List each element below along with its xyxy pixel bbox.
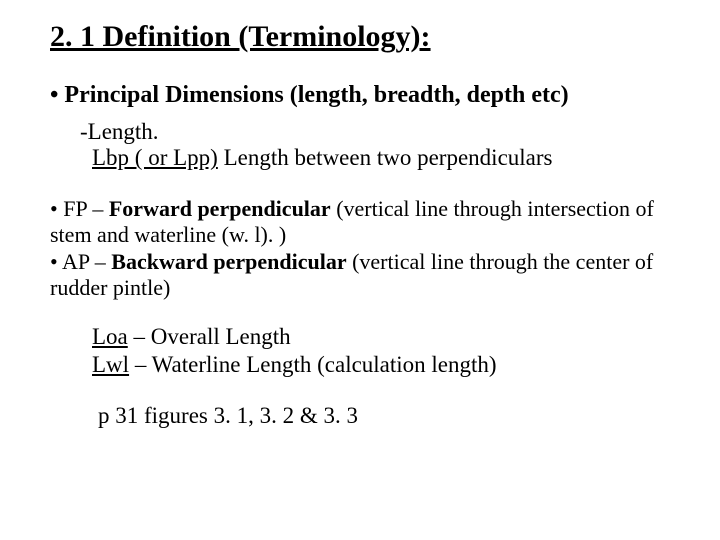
lbp-line: Lbp ( or Lpp) Length between two perpend… (92, 145, 680, 171)
fp-bold: Forward perpendicular (109, 196, 331, 221)
length-label: -Length. (80, 119, 680, 145)
lbp-label: Lbp ( or Lpp) (92, 145, 218, 170)
lwl-desc: – Waterline Length (calculation length) (129, 352, 497, 377)
fp-bullet: • FP – (50, 196, 109, 221)
length-definitions: Loa – Overall Length Lwl – Waterline Len… (92, 323, 680, 378)
lbp-desc: Length between two perpendiculars (218, 145, 553, 170)
loa-label: Loa (92, 324, 128, 349)
perpendicular-defs: • FP – Forward perpendicular (vertical l… (50, 196, 680, 302)
ap-bullet: • AP – (50, 249, 111, 274)
slide-content: 2. 1 Definition (Terminology): • Princip… (0, 0, 720, 449)
principal-heading: • Principal Dimensions (length, breadth,… (50, 82, 680, 109)
section-title: 2. 1 Definition (Terminology): (50, 20, 680, 54)
loa-desc: – Overall Length (128, 324, 291, 349)
figure-reference: p 31 figures 3. 1, 3. 2 & 3. 3 (98, 403, 680, 429)
lwl-label: Lwl (92, 352, 129, 377)
ap-bold: Backward perpendicular (111, 249, 346, 274)
